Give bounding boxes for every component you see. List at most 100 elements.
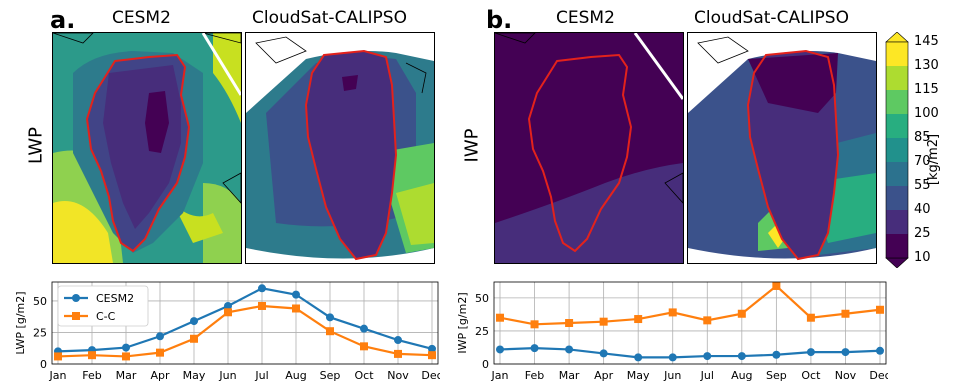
- x-tick-label: Jan: [49, 369, 67, 382]
- colorbar-swatch: [886, 138, 908, 162]
- data-point: [565, 319, 574, 327]
- data-point: [634, 353, 643, 362]
- colorbar-scale: [885, 31, 909, 269]
- map-b-cesm2-iwp: [494, 32, 684, 264]
- x-tick-label: Sep: [320, 369, 341, 382]
- map-b-cloudsat-iwp: [687, 32, 877, 264]
- x-tick-label: Feb: [82, 369, 101, 382]
- data-point: [530, 320, 539, 329]
- data-point: [292, 304, 300, 313]
- x-tick-label: Jul: [254, 369, 268, 382]
- map-a-cesm2-lwp: [52, 32, 242, 264]
- x-tick-label: Jul: [700, 369, 714, 382]
- panel-b-row-label: IWP: [461, 128, 483, 163]
- data-point: [703, 316, 712, 325]
- y-tick-label: 25: [33, 326, 47, 339]
- colorbar-tick-label: 115: [914, 82, 939, 97]
- x-tick-label: Jan: [491, 369, 509, 382]
- colorbar-label: [kg/m2]: [926, 133, 942, 186]
- x-tick-label: Mar: [116, 369, 137, 382]
- colorbar-tick-label: 100: [914, 106, 939, 121]
- x-tick-label: Oct: [801, 369, 821, 382]
- data-point: [841, 309, 850, 318]
- x-tick-label: Oct: [354, 369, 374, 382]
- data-point: [428, 344, 436, 353]
- x-tick-label: Feb: [525, 369, 544, 382]
- colorbar-swatch: [886, 234, 908, 258]
- panel-a-right-title: CloudSat-CALIPSO: [252, 8, 407, 28]
- data-point: [156, 348, 164, 357]
- data-point: [634, 315, 643, 324]
- x-tick-label: May: [183, 369, 206, 382]
- data-point: [224, 301, 232, 310]
- data-point: [496, 313, 504, 322]
- x-tick-label: Nov: [835, 369, 857, 382]
- x-tick-label: Jun: [663, 369, 681, 382]
- colorbar-tick-label: 10: [914, 250, 931, 265]
- y-axis-label: LWP [g/m2]: [14, 291, 27, 354]
- data-point: [806, 313, 815, 322]
- colorbar-swatch: [886, 210, 908, 234]
- panel-b-letter: b.: [486, 6, 513, 34]
- data-point: [806, 348, 815, 357]
- data-point: [258, 301, 266, 310]
- x-tick-label: Sep: [766, 369, 787, 382]
- colorbar-swatch: [886, 186, 908, 210]
- legend-label: CESM2: [96, 292, 134, 305]
- data-point: [122, 352, 130, 361]
- data-point: [54, 352, 62, 361]
- y-tick-label: 0: [40, 358, 47, 371]
- data-point: [88, 351, 96, 360]
- colorbar-swatch: [886, 114, 908, 138]
- data-point: [394, 349, 402, 358]
- data-point: [360, 342, 368, 351]
- data-point: [668, 353, 677, 362]
- colorbar-swatch: [886, 90, 908, 114]
- legend-marker: [72, 294, 80, 302]
- x-tick-label: Aug: [731, 369, 752, 382]
- x-tick-label: Jun: [218, 369, 236, 382]
- chart-lwp-seasonal: 0 25 50 Jan Feb Mar Apr May Jun Jul Aug Sep Oct Nov De…: [14, 281, 440, 382]
- colorbar-tick-label: 55: [914, 178, 931, 193]
- data-point: [772, 350, 781, 359]
- colorbar-tick-label: 85: [914, 130, 931, 145]
- data-point: [737, 309, 746, 318]
- data-point: [156, 332, 164, 341]
- colorbar-swatch: [886, 162, 908, 186]
- data-point: [876, 346, 884, 355]
- data-point: [703, 352, 712, 361]
- series-line: [499, 284, 881, 326]
- chart-iwp-seasonal: 0 25 50 Jan Feb Mar Apr May Jun Jul Aug Sep Oct Nov De…: [456, 281, 888, 382]
- colorbar-swatch: [886, 42, 908, 66]
- panel-a-letter: a.: [50, 6, 76, 34]
- colorbar-tick-label: 70: [914, 154, 931, 169]
- data-point: [496, 345, 504, 354]
- data-point: [668, 308, 677, 317]
- x-tick-label: Dec: [421, 369, 440, 382]
- colorbar-extend-min: [885, 257, 909, 269]
- data-point: [258, 284, 266, 293]
- data-point: [326, 327, 334, 336]
- data-point: [394, 336, 402, 345]
- data-point: [772, 281, 781, 290]
- x-tick-label: Apr: [594, 369, 614, 382]
- data-point: [360, 324, 368, 333]
- data-point: [428, 351, 436, 360]
- y-tick-label: 50: [475, 292, 489, 305]
- colorbar-tick-label: 145: [914, 34, 939, 49]
- map-a-cloudsat-lwp: [245, 32, 435, 264]
- y-tick-label: 50: [33, 295, 47, 308]
- x-tick-label: Nov: [387, 369, 409, 382]
- data-point: [530, 344, 539, 353]
- colorbar-extend-max: [885, 31, 909, 43]
- legend-label: C-C: [96, 310, 116, 323]
- colorbar-tick-label: 40: [914, 202, 931, 217]
- data-point: [224, 308, 232, 317]
- x-tick-label: Apr: [150, 369, 170, 382]
- x-tick-label: May: [627, 369, 650, 382]
- x-tick-label: Mar: [559, 369, 580, 382]
- data-point: [599, 349, 608, 358]
- panel-a-left-title: CESM2: [112, 8, 171, 28]
- series-line: [57, 287, 433, 353]
- data-point: [841, 348, 850, 357]
